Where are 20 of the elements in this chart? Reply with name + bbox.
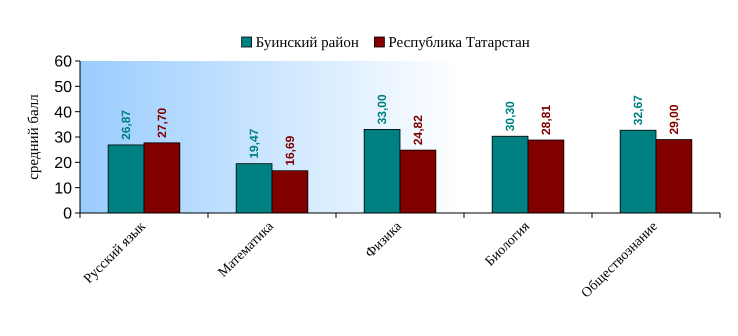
data-label: 27,70 bbox=[154, 107, 169, 138]
data-label: 26,87 bbox=[119, 110, 134, 140]
data-label: 30,30 bbox=[503, 100, 518, 132]
y-tick-label: 50 bbox=[54, 78, 72, 96]
y-tick-label: 40 bbox=[54, 104, 72, 122]
data-label: 24,82 bbox=[410, 114, 425, 146]
legend-label: Республика Татарстан bbox=[388, 35, 530, 51]
y-tick-label: 30 bbox=[54, 130, 72, 147]
y-tick-label: 60 bbox=[54, 54, 72, 71]
data-label: 16,69 bbox=[282, 135, 297, 166]
data-label: 19,47 bbox=[247, 128, 262, 159]
data-label: 33,00 bbox=[375, 94, 390, 124]
y-axis-title: средний балл bbox=[26, 94, 42, 180]
legend-label: Буинский район bbox=[256, 35, 359, 51]
y-tick-label: 10 bbox=[54, 180, 72, 198]
y-tick-label: 0 bbox=[63, 206, 72, 223]
data-label: 28,81 bbox=[538, 104, 553, 136]
data-label: 32,67 bbox=[631, 94, 646, 126]
data-label: 29,00 bbox=[666, 104, 681, 135]
y-tick-label: 20 bbox=[54, 154, 72, 172]
